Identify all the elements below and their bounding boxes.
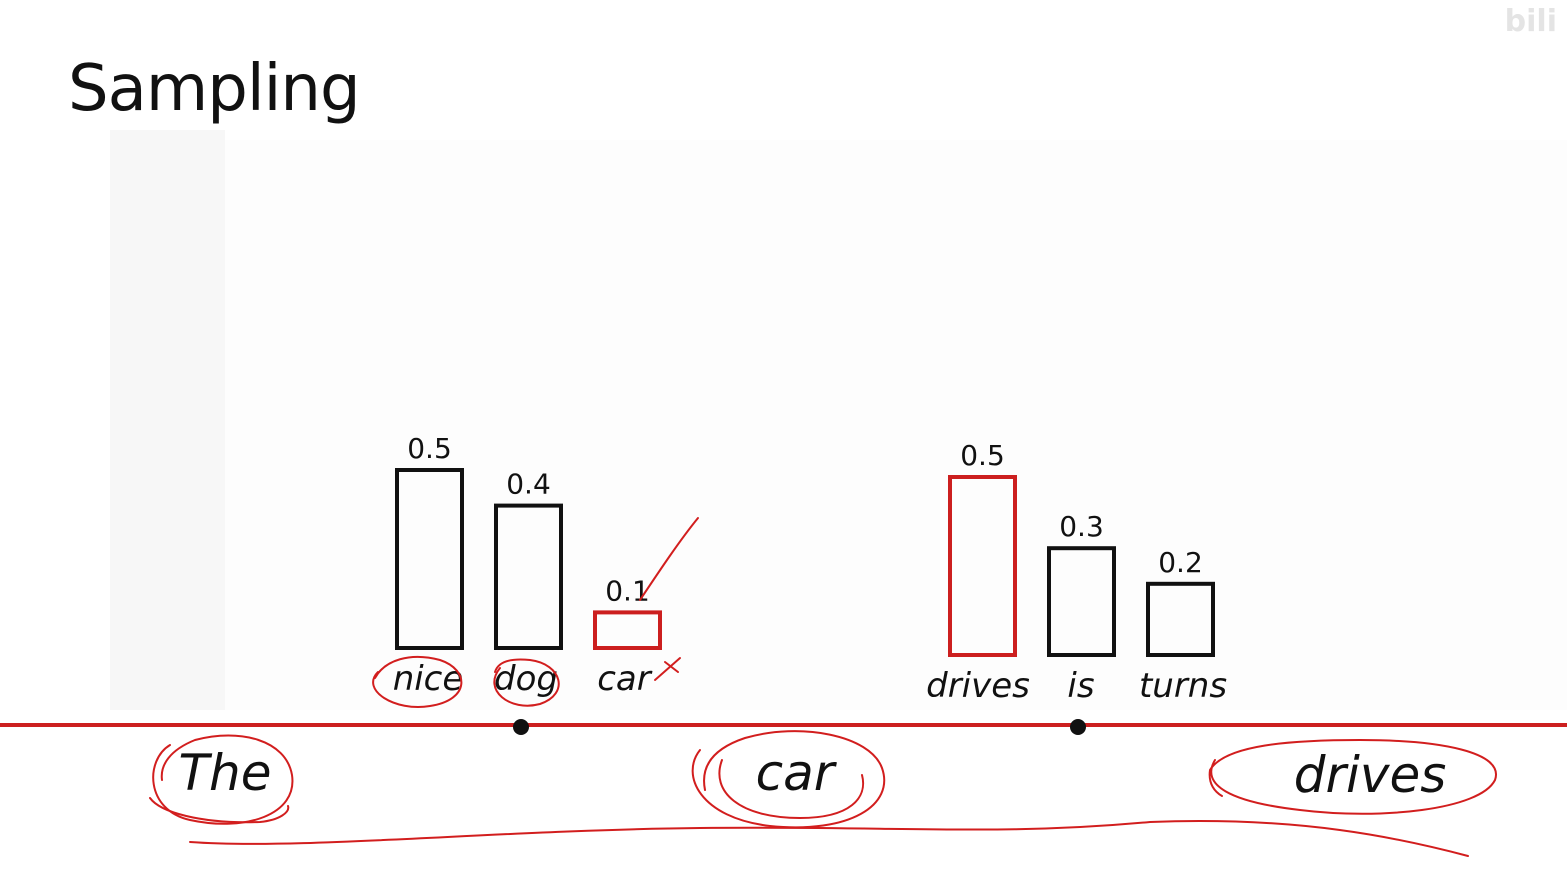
bar-dog [494, 503, 563, 650]
bar-car [593, 610, 662, 651]
circle-annotation-nice [372, 655, 463, 708]
circle-annotation-the [152, 734, 294, 825]
bar-category-label: nice [393, 659, 464, 699]
background-shade [110, 130, 225, 710]
bar-value-label: 0.2 [1158, 546, 1203, 579]
bar-category-label: turns [1139, 666, 1227, 706]
check-mark-annotation [654, 657, 681, 681]
bar-drives [948, 475, 1017, 657]
underline-annotation-the [149, 797, 290, 824]
timeline-word-the: The [179, 744, 272, 802]
bar-value-label: 0.5 [407, 432, 452, 465]
timeline-dot [513, 719, 529, 735]
timeline-word-car: car [756, 744, 838, 802]
timeline-dot [1070, 719, 1086, 735]
circle-annotation-drives [1208, 738, 1498, 815]
bars-layer: 0.5 nice 0.4 dog 0.1 car 0.5 drives 0.3 is 0.2 turn… [393, 432, 1227, 706]
timeline-word-drives: drives [1294, 746, 1447, 804]
bar-value-label: 0.5 [960, 439, 1005, 472]
circle-annotation-car [691, 730, 886, 829]
bar-category-label: dog [494, 659, 558, 699]
bar-value-label: 0.4 [506, 468, 551, 501]
circle-annotation-dog [493, 658, 560, 707]
circle-annotation-car-inner [718, 759, 865, 820]
bar-category-label: is [1067, 666, 1094, 706]
bar-category-label: drives [926, 666, 1030, 706]
check-annotation-car [639, 517, 699, 601]
bar-turns [1146, 581, 1215, 657]
bar-nice [395, 468, 464, 650]
bar-value-label: 0.1 [605, 574, 650, 607]
bar-category-label: car [597, 659, 653, 699]
underline-annotation-sentence [189, 819, 1469, 857]
bar-value-label: 0.3 [1059, 510, 1104, 543]
watermark-logo: bili [1504, 4, 1557, 39]
annotation-layer [149, 517, 1498, 857]
bar-is [1047, 546, 1116, 658]
slide-title: Sampling [68, 52, 361, 126]
background-panel [225, 140, 1567, 710]
